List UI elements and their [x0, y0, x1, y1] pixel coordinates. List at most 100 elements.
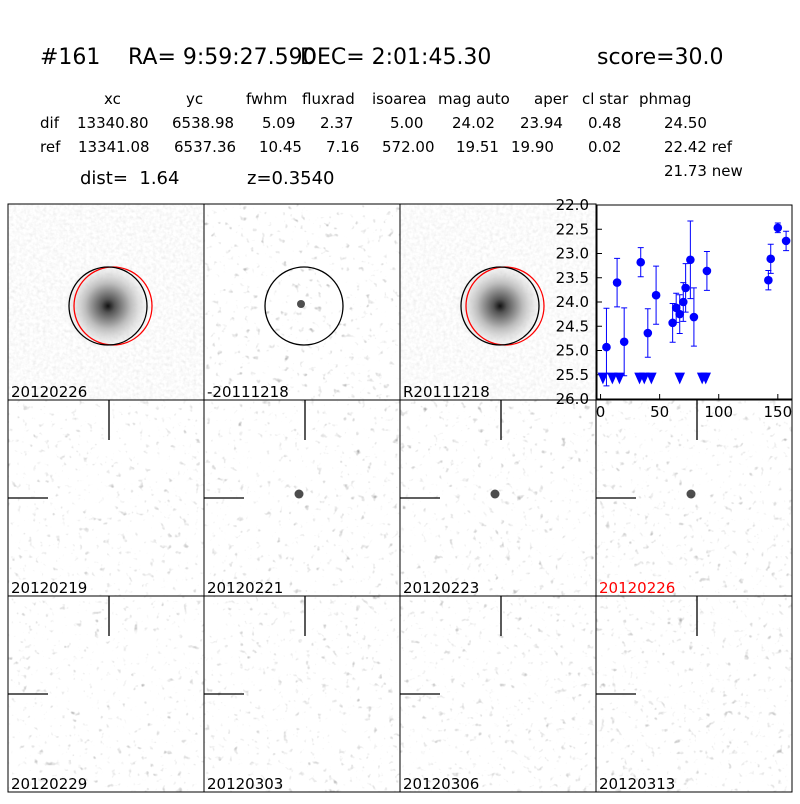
galaxy: [63, 261, 153, 351]
plot-area: [597, 205, 792, 399]
point: [675, 309, 685, 319]
stamp-date: 20120313: [599, 775, 675, 793]
point: [651, 290, 661, 300]
point: [689, 312, 699, 322]
stamp-date: 20120223: [403, 579, 479, 597]
upper-limit: [638, 372, 650, 385]
column-header: fluxrad: [302, 90, 355, 108]
table-cell: 19.51: [456, 138, 499, 156]
table-cell: 572.00: [382, 138, 435, 156]
point: [643, 328, 653, 338]
point: [636, 257, 646, 267]
point: [602, 342, 611, 352]
upper-limit: [646, 372, 657, 385]
x-tick-label: 150: [763, 403, 792, 421]
stamp-date: 20120219: [11, 579, 87, 597]
source: [686, 489, 696, 499]
y-tick-label: 25.5: [556, 366, 589, 384]
light-curve: 22.0 22.5 23.0 23.5 24.0 24.5 25.0 25.5 26.0 0 50 1…: [556, 196, 793, 421]
y-tick-label: 26.0: [556, 390, 589, 408]
y-tick-label: 25.0: [556, 342, 589, 360]
aperture: [264, 266, 344, 346]
table-cell: 7.16: [326, 138, 359, 156]
column-header: fwhm: [246, 90, 287, 108]
stamp-date: 20120229: [11, 775, 87, 793]
column-header: isoarea: [372, 90, 427, 108]
table-cell: 0.02: [588, 138, 621, 156]
column-header: yc: [186, 90, 203, 108]
point: [781, 236, 791, 246]
galaxy: [455, 261, 545, 351]
y-tick-label: 24.0: [556, 293, 589, 311]
stamp-frame: [595, 595, 793, 793]
point: [764, 275, 773, 285]
aperture: [68, 266, 148, 346]
plot-frame: [596, 204, 793, 400]
point: [668, 318, 677, 328]
table-cell: 19.90: [511, 138, 554, 156]
y-tick-label: 22.0: [556, 196, 589, 214]
table-cell: 24.02: [452, 114, 495, 132]
stamp-date: -20111218: [207, 383, 289, 401]
table-cell: 23.94: [520, 114, 563, 132]
upper-limit: [614, 372, 625, 385]
y-tick-label: 24.5: [556, 317, 589, 335]
dec: DEC= 2:01:45.30: [300, 45, 491, 70]
stamp-date: 20120221: [207, 579, 283, 597]
table-cell: 6538.98: [172, 114, 234, 132]
source: [297, 300, 305, 308]
column-header: mag auto: [438, 90, 510, 108]
y-tick-label: 22.5: [556, 220, 589, 238]
table-cell: 5.09: [262, 114, 295, 132]
stamps: 20120226 -20111218 R20111218 20120219 201202…: [7, 203, 793, 793]
aperture: [460, 266, 540, 346]
point: [671, 303, 681, 313]
table-cell: 13341.08: [78, 138, 150, 156]
point: [619, 337, 629, 347]
point: [766, 254, 776, 264]
y-tick-label: 23.5: [556, 269, 589, 287]
point: [686, 255, 695, 265]
column-header: aper: [534, 90, 569, 108]
phmag-new: 21.73 new: [664, 162, 743, 180]
upper-limit: [597, 372, 609, 385]
column-header: xc: [104, 90, 121, 108]
table-cell: 2.37: [320, 114, 353, 132]
dist: dist= 1.64: [80, 168, 179, 189]
y-tick-label: 23.0: [556, 245, 589, 263]
x-tick-label: 100: [704, 403, 733, 421]
point: [681, 283, 690, 293]
row-label: dif: [40, 114, 60, 132]
table-cell: 10.45: [259, 138, 302, 156]
table-cell: 22.42 ref: [664, 138, 733, 156]
source: [490, 489, 500, 499]
source: [294, 489, 304, 499]
candidate-id: #161: [40, 45, 100, 70]
column-header: phmag: [639, 90, 691, 108]
point: [773, 223, 783, 233]
point: [612, 278, 622, 287]
stamp-date: 20120306: [403, 775, 479, 793]
table-cell: 0.48: [588, 114, 621, 132]
column-header: cl star: [582, 90, 629, 108]
redshift: z=0.3540: [247, 168, 335, 189]
table-cell: 5.00: [390, 114, 423, 132]
stamp-date: R20111218: [403, 383, 490, 401]
upper-limit: [607, 372, 618, 385]
table: xc yc fwhm fluxrad isoarea mag auto aper cl sta…: [40, 90, 733, 156]
point: [678, 297, 688, 307]
x-tick-label: 0: [596, 403, 606, 421]
upper-limit: [674, 372, 686, 385]
row-label: ref: [40, 138, 61, 156]
x-tick-label: 50: [650, 403, 669, 421]
table-cell: 6537.36: [174, 138, 236, 156]
upper-limit: [700, 372, 712, 385]
table-cell: 13340.80: [77, 114, 149, 132]
stamp-date: 20120226: [599, 579, 675, 597]
ra: RA= 9:59:27.590: [128, 45, 317, 70]
header: #161 RA= 9:59:27.590 DEC= 2:01:45.30 sco…: [40, 45, 724, 70]
stamp-date: 20120303: [207, 775, 283, 793]
stamp-date: 20120226: [11, 383, 87, 401]
point: [702, 266, 712, 276]
